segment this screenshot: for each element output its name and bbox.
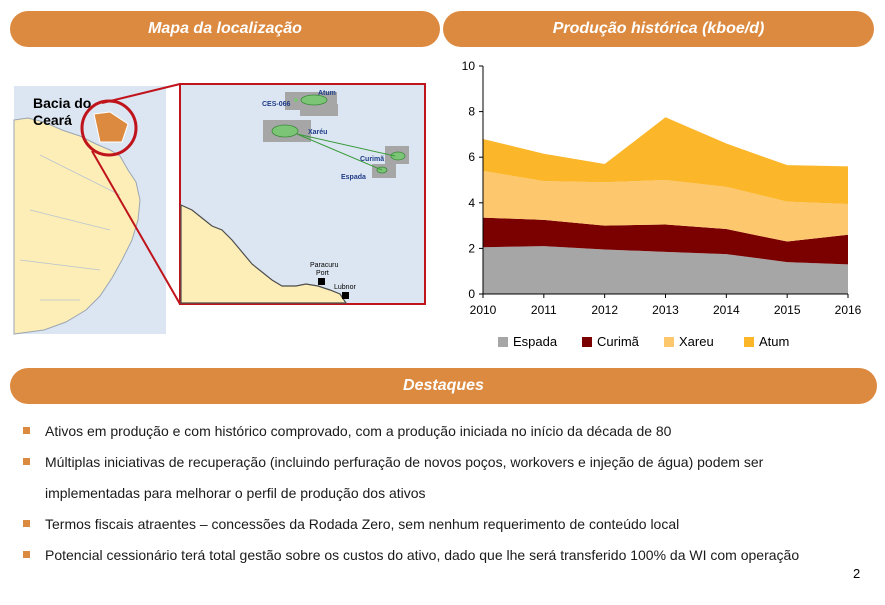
bullet-marker [23,427,30,434]
x-tick-label: 2016 [835,303,862,317]
paracuru-port-marker [318,278,325,285]
production-chart-svg: 0 2 4 6 8 10 2010 2011 2012 2013 2014 2015 2016 Espa… [462,59,862,349]
legend-swatch-atum [744,337,754,347]
x-tick-label: 2015 [774,303,801,317]
legend-label-espada: Espada [513,334,558,349]
highlight-item: Ativos em produção e com histórico compr… [20,416,840,447]
bullet-marker [23,551,30,558]
highlight-text: Ativos em produção e com histórico compr… [45,423,672,439]
basin-label-line2: Ceará [33,112,72,128]
y-tick-label: 8 [468,105,475,119]
x-tick-label: 2012 [591,303,618,317]
highlight-item: Múltiplas iniciativas de recuperação (in… [20,447,840,509]
y-tick-label: 2 [468,241,475,255]
area-curimã [483,217,848,265]
ces066-label: CES-066 [262,101,291,108]
highlight-text: Termos fiscais atraentes – concessões da… [45,516,680,532]
map-section-header: Mapa da localização [10,11,440,47]
xareu-field [271,124,299,138]
atum-label: Atum [318,90,336,97]
overview-state-borders [19,154,121,301]
curima-label: Curimã [360,156,384,163]
highlight-item: Potencial cessionário terá total gestão … [20,540,840,571]
x-tick-label: 2014 [713,303,740,317]
page-number: 2 [853,566,861,581]
x-tick-label: 2011 [531,303,557,317]
ces066-field [294,98,298,102]
y-tick-label: 4 [468,196,475,210]
x-tick-label: 2013 [652,303,679,317]
y-tick-label: 10 [462,59,476,73]
area-atum [483,117,848,204]
production-chart: 0 2 4 6 8 10 2010 2011 2012 2013 2014 2015 2016 Espa… [443,52,883,362]
zoom-connector-top [101,83,181,104]
highlight-item: Termos fiscais atraentes – concessões da… [20,509,840,540]
lubnor-label: Lubnor [334,284,356,291]
zoom-connector-bottom [91,150,181,305]
lubnor-marker [342,292,349,299]
location-map: Bacia do Ceará CES-066 Atum Xaréu Curimã… [0,60,440,360]
legend-swatch-xareu [664,337,674,347]
highlights-section-header: Destaques [10,368,877,404]
map-svg: Bacia do Ceará CES-066 Atum Xaréu Curimã… [13,83,426,335]
legend-swatch-curimã [582,337,592,347]
bullet-marker [23,520,30,527]
highlight-text: Potencial cessionário terá total gestão … [45,547,800,563]
y-tick-label: 6 [468,150,475,164]
pipeline-xareu-espada [296,133,383,171]
paracuru-label-line2: Port [316,270,329,277]
paracuru-label-line1: Paracuru [310,262,339,269]
area-xareu [483,170,848,242]
zoom-coastline-land [180,204,348,304]
legend-swatch-espada [498,337,508,347]
highlight-text: Múltiplas iniciativas de recuperação (in… [45,454,764,501]
pipeline-xareu-curima [296,133,396,157]
area-espada [483,246,848,294]
espada-label: Espada [341,174,366,181]
bullet-marker [23,458,30,465]
legend-label-curimã: Curimã [597,334,640,349]
highlights-list: Ativos em produção e com histórico compr… [20,416,840,571]
overview-coastline-land [13,117,141,335]
curima-field [390,151,406,161]
basin-label-line1: Bacia do [33,95,91,111]
legend-label-xareu: Xareu [679,334,714,349]
atum-field [300,94,328,106]
legend-label-atum: Atum [759,334,789,349]
xareu-label: Xaréu [308,129,327,136]
x-tick-label: 2010 [470,303,497,317]
atum-block-lower [300,104,338,116]
y-tick-label: 0 [468,287,475,301]
chart-section-header: Produção histórica (kboe/d) [443,11,874,47]
ceara-basin-area [93,111,129,143]
